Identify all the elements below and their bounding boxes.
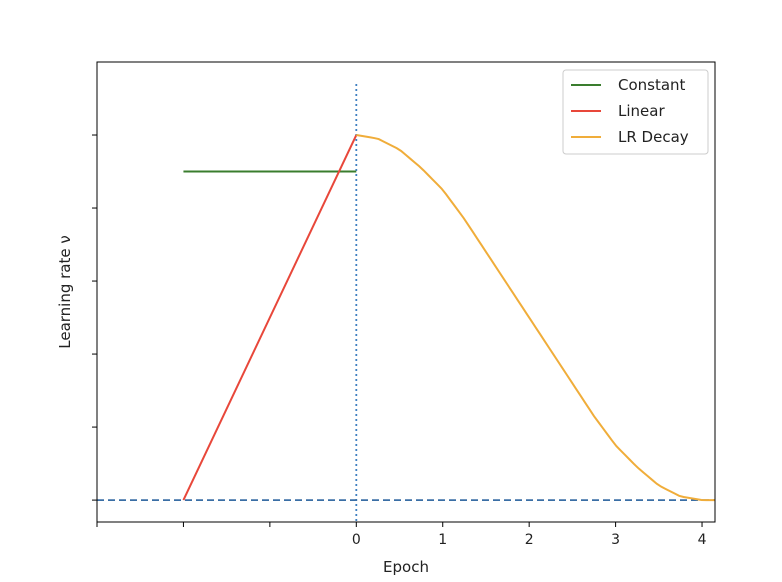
plot-marks xyxy=(97,84,715,522)
legend-label: Linear xyxy=(618,102,665,120)
legend-box xyxy=(562,69,709,155)
x-tick-label: 2 xyxy=(525,532,534,548)
x-axis-label: Epoch xyxy=(383,558,429,576)
x-tick-label: 4 xyxy=(698,532,707,548)
series-line-lr-decay xyxy=(356,134,715,502)
legend-label: LR Decay xyxy=(618,128,689,146)
series-line-linear xyxy=(182,134,358,501)
x-tick-label: 1 xyxy=(438,532,447,548)
legend: Constant Linear LR Decay xyxy=(562,69,709,155)
x-tick-label: 0 xyxy=(352,532,361,548)
legend-label: Constant xyxy=(618,76,686,94)
x-tick-label: 3 xyxy=(611,532,620,548)
y-axis-label: Learning rate ν xyxy=(56,235,74,349)
x-axis: 0 1 2 3 4 xyxy=(96,522,707,548)
plot-frame xyxy=(96,61,716,523)
y-axis xyxy=(92,134,97,501)
